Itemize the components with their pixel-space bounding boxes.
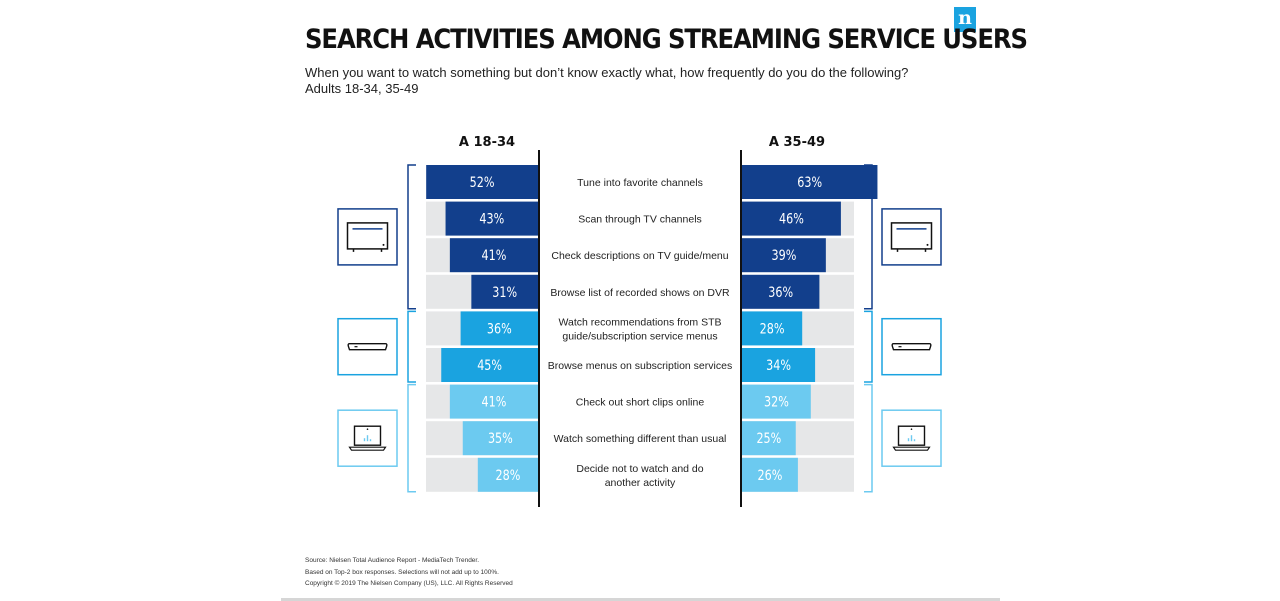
category-label: Decide not to watch and do another activi… (576, 463, 703, 489)
set-top-box-icon (891, 343, 932, 351)
infographic-card (281, 0, 1000, 601)
group-bracket-right (864, 164, 873, 310)
bar-right-value-label: 25% (756, 430, 781, 447)
tv-icon (890, 222, 933, 252)
category-label-line: Check descriptions on TV guide/menu (551, 250, 728, 262)
bar-right (742, 274, 820, 309)
bar-right-value-label: 32% (764, 393, 789, 410)
laptop-camera (910, 428, 913, 430)
category-label-line: Watch recommendations from STB (559, 316, 722, 328)
category-label: Browse menus on subscription services (548, 360, 732, 372)
bar-left (441, 348, 538, 382)
icon-box-left (337, 317, 398, 376)
bar-left-value-label: 43% (479, 210, 504, 227)
group-bracket-left (407, 383, 416, 493)
group-bracket-right (864, 383, 873, 493)
bar-right (742, 238, 826, 273)
bar-right-value-label: 63% (797, 174, 822, 191)
chart-audience: Adults 18-34, 35-49 (305, 81, 419, 96)
bar-left-value-label: 41% (481, 393, 506, 410)
category-label-line: Scan through TV channels (578, 214, 702, 226)
bar-left (445, 201, 538, 236)
icon-box-left (337, 409, 398, 467)
category-label: Tune into favorite channels (577, 177, 703, 189)
footer-note: Based on Top-2 box responses. Selections… (305, 569, 499, 576)
category-label-line: Check out short clips online (576, 397, 705, 409)
bar-left-value-label: 45% (477, 357, 502, 374)
bar-left-value-label: 28% (495, 467, 520, 484)
bar-right-value-label: 46% (779, 210, 804, 227)
bar-right (742, 348, 816, 382)
laptop-icon (892, 425, 931, 451)
group-bracket-left (407, 164, 416, 310)
laptop-screen (897, 425, 926, 446)
bar-right-value-label: 39% (771, 247, 796, 264)
category-label-line: guide/subscription service menus (562, 330, 717, 342)
category-label-line: Decide not to watch and do (576, 463, 703, 475)
chart-title: SEARCH ACTIVITIES AMONG STREAMING SERVIC… (305, 24, 1028, 55)
category-label-line: Watch something different than usual (554, 433, 727, 445)
laptop-camera (366, 428, 369, 430)
category-label-line: Tune into favorite channels (577, 177, 703, 189)
bar-left (477, 457, 538, 492)
category-label-line: Browse list of recorded shows on DVR (550, 287, 730, 299)
bar-right-value-label: 34% (766, 357, 791, 374)
category-label: Check descriptions on TV guide/menu (551, 250, 728, 262)
group-bracket-right (864, 310, 873, 383)
bar-right-value-label: 36% (768, 284, 793, 301)
bar-left (426, 165, 538, 199)
bar-right (742, 311, 803, 346)
category-label: Watch recommendations from STB guide/subs… (559, 316, 722, 342)
bar-left (462, 421, 538, 456)
category-label: Scan through TV channels (578, 214, 702, 226)
set-top-box-icon (347, 343, 388, 351)
bar-left-value-label: 35% (488, 430, 513, 447)
bar-right (742, 421, 796, 456)
stb-body (347, 343, 388, 351)
category-label-line: Browse menus on subscription services (548, 360, 732, 372)
laptop-base (892, 446, 931, 451)
tv-icon (346, 222, 389, 252)
nielsen-logo: n (954, 7, 976, 32)
category-label-line: another activity (605, 477, 676, 489)
icon-box-right (881, 317, 942, 376)
tv-screen (890, 222, 933, 250)
bar-right (742, 201, 841, 236)
bar-left (449, 384, 538, 419)
laptop-base (348, 446, 387, 451)
category-label: Watch something different than usual (554, 433, 727, 445)
bar-left (460, 311, 538, 346)
footer-source: Source: Nielsen Total Audience Report - … (305, 557, 480, 564)
category-label: Browse list of recorded shows on DVR (550, 287, 730, 299)
tv-screen (346, 222, 389, 250)
category-label: Check out short clips online (576, 397, 705, 409)
bar-left (471, 274, 538, 309)
series-header-left: A 18-34 (459, 135, 515, 150)
bar-left-value-label: 36% (487, 320, 512, 337)
series-header-right: A 35-49 (769, 135, 825, 150)
laptop-icon (348, 425, 387, 451)
bar-right (742, 457, 798, 492)
laptop-screen (353, 425, 382, 446)
footer-copyright: Copyright © 2019 The Nielsen Company (US… (305, 580, 513, 587)
tv-power-dot (382, 243, 385, 246)
bar-left-value-label: 52% (470, 174, 495, 191)
bar-left-value-label: 31% (492, 284, 517, 301)
bar-right-value-label: 28% (760, 320, 785, 337)
bar-left-value-label: 41% (481, 247, 506, 264)
bar-right (742, 165, 878, 199)
chart-subtitle: When you want to watch something but don… (305, 65, 909, 80)
group-bracket-left (407, 310, 416, 383)
bar-right-value-label: 26% (758, 467, 783, 484)
bar-right (742, 384, 811, 419)
stb-body (891, 343, 932, 351)
tv-power-dot (926, 243, 929, 246)
bar-left (449, 238, 538, 273)
